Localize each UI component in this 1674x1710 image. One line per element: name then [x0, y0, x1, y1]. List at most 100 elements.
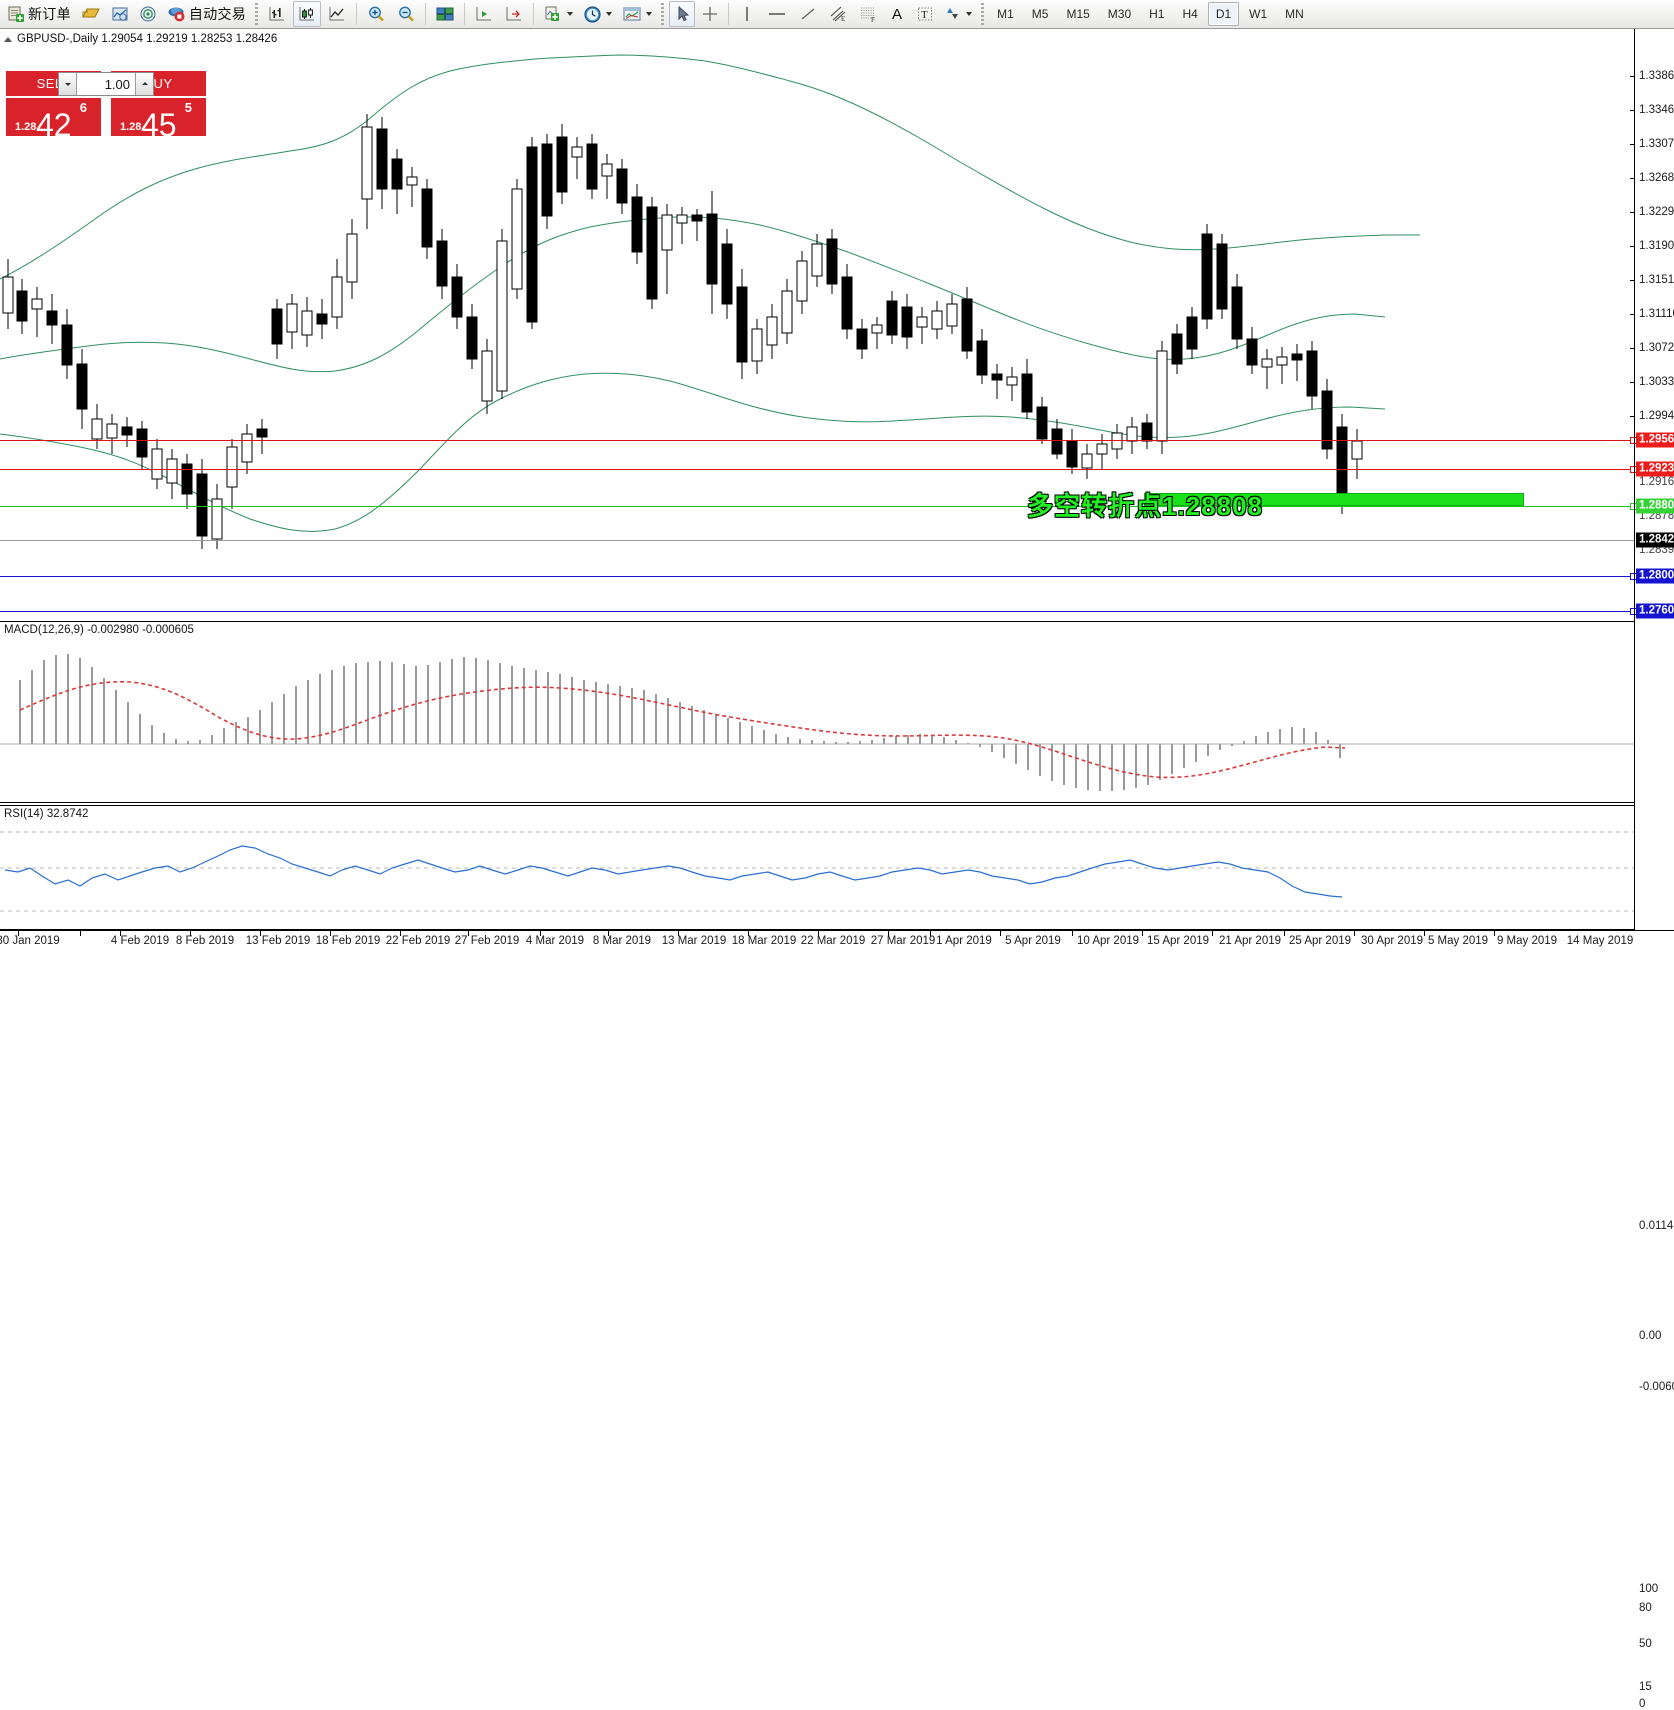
timeframe-d1[interactable]: D1 [1207, 2, 1240, 26]
timeframe-m5[interactable]: M5 [1031, 7, 1049, 21]
volume-value[interactable]: 1.00 [104, 76, 130, 92]
indicators-dropdown[interactable] [539, 1, 577, 27]
price-tick-label: 1.32680 [1639, 172, 1674, 184]
collapse-icon[interactable] [4, 36, 12, 42]
resistance-line-1[interactable] [0, 437, 1637, 444]
support-line-2[interactable] [0, 608, 1637, 615]
auto-scroll-icon [474, 4, 494, 24]
bar-chart-icon [267, 4, 287, 24]
chart-symbol-ohlc: GBPUSD-,Daily 1.29054 1.29219 1.28253 1.… [17, 33, 278, 45]
time-tick-label: 8 Mar 2019 [592, 935, 652, 947]
timeframe-mn[interactable]: MN [1285, 7, 1304, 21]
rsi-subwindow[interactable]: RSI(14) 32.8742 100 80 50 15 0 [0, 805, 1658, 1710]
macd-tick-label: 0.011465 [1639, 1220, 1674, 1232]
svg-text:F: F [871, 16, 875, 23]
signals-button[interactable] [135, 1, 161, 27]
time-tick-label: 18 Mar 2019 [731, 935, 797, 947]
auto-trading-button[interactable]: 自动交易 [163, 1, 250, 27]
macd-tick-label: 0.00 [1639, 1330, 1662, 1342]
rsi-tick-label: 80 [1639, 1602, 1652, 1614]
trendline-tool-button[interactable] [794, 1, 822, 27]
timeframe-m30[interactable]: M30 [1107, 7, 1132, 21]
buy-price-display[interactable]: 1.28 45 5 [111, 98, 206, 136]
one-click-trading-panel[interactable]: SELL BUY 1.00 1.28 42 6 1.28 45 [6, 71, 206, 136]
channel-icon: E [828, 5, 848, 23]
price-tick-label: 1.33070 [1639, 138, 1674, 150]
indicators-icon [543, 5, 563, 23]
time-tick-label: 30 Jan 2019 [0, 935, 60, 947]
auto-scroll-button[interactable] [470, 1, 498, 27]
toolbar-separator [728, 3, 730, 25]
time-tick-label: 5 Apr 2019 [1005, 935, 1061, 947]
timeframe-h1[interactable]: H1 [1149, 7, 1165, 21]
time-tick-label: 8 Feb 2019 [175, 935, 235, 947]
horizontal-line-tool-button[interactable] [762, 1, 792, 27]
profiles-button[interactable] [77, 1, 105, 27]
price-tick-label: 1.30330 [1639, 376, 1674, 388]
market-watch-button[interactable] [107, 1, 133, 27]
equidistant-channel-tool-button[interactable]: E [824, 1, 852, 27]
price-tag-resistance-2[interactable]: 1.29238 [1636, 461, 1674, 477]
pivot-zone-rectangle[interactable] [1144, 493, 1524, 506]
bollinger-middle-band [0, 216, 1386, 373]
macd-subwindow[interactable]: MACD(12,26,9) -0.002980 -0.000605 [0, 621, 1674, 1393]
zoom-in-button[interactable] [362, 1, 390, 27]
periods-dropdown[interactable] [579, 1, 616, 27]
crosshair-tool-button[interactable] [697, 1, 723, 27]
fibonacci-tool-button[interactable]: F [854, 1, 882, 27]
cursor-tool-button[interactable] [669, 1, 696, 27]
toolbar-separator [533, 3, 535, 25]
new-order-button[interactable]: 新订单 [3, 1, 75, 27]
resistance-line-2[interactable] [0, 466, 1637, 473]
price-pane[interactable] [0, 29, 1634, 574]
chart-shift-icon [504, 4, 524, 24]
time-tick-label: 1 Apr 2019 [936, 935, 992, 947]
text-label-tool-button[interactable]: A [884, 1, 910, 27]
macd-histogram [19, 654, 1341, 791]
auto-trading-icon [167, 5, 186, 23]
price-tag-current[interactable]: 1.28426 [1636, 532, 1674, 548]
time-axis[interactable]: 30 Jan 2019 4 Feb 2019 8 Feb 2019 13 Feb… [0, 930, 1674, 951]
zoom-in-icon [366, 4, 386, 24]
candlestick-chart-button[interactable] [293, 1, 322, 27]
timeframe-m15[interactable]: M15 [1066, 7, 1090, 21]
bar-chart-button[interactable] [263, 1, 291, 27]
volume-decrease-icon[interactable] [59, 73, 77, 95]
time-tick-label: 9 May 2019 [1496, 935, 1558, 947]
chart-shift-button[interactable] [500, 1, 528, 27]
zoom-out-button[interactable] [392, 1, 420, 27]
tile-windows-icon [435, 5, 455, 23]
sell-price-prefix: 1.28 [15, 121, 37, 133]
tile-windows-button[interactable] [431, 1, 459, 27]
sell-price-display[interactable]: 1.28 42 6 [6, 98, 101, 136]
timeframe-h4[interactable]: H4 [1182, 7, 1198, 21]
templates-dropdown[interactable] [618, 1, 656, 27]
main-toolbar: 新订单 [0, 0, 1674, 29]
text-object-tool-button[interactable]: T [912, 1, 938, 27]
pivot-line[interactable] [0, 503, 1637, 510]
volume-stepper[interactable]: 1.00 [58, 72, 154, 96]
volume-increase-icon[interactable] [135, 73, 153, 95]
vertical-line-tool-button[interactable] [734, 1, 760, 27]
chevron-down-icon [567, 12, 574, 16]
support-line-1[interactable] [0, 573, 1637, 580]
price-tag-pivot[interactable]: 1.28808 [1636, 498, 1674, 514]
octp-top-row: SELL BUY 1.00 [6, 71, 206, 97]
templates-icon [622, 5, 642, 23]
candlestick-series [2, 114, 1363, 549]
chart-area[interactable]: GBPUSD-,Daily 1.29054 1.29219 1.28253 1.… [0, 29, 1674, 1710]
toolbar-separator [464, 3, 466, 25]
timeframe-w1[interactable]: W1 [1249, 7, 1268, 21]
chart-annotation-text[interactable]: 多空转折点1.28808 [1027, 491, 1263, 521]
time-tick-label: 22 Feb 2019 [385, 935, 451, 947]
time-tick-label: 13 Feb 2019 [245, 935, 311, 947]
arrows-tool-button[interactable] [940, 1, 976, 27]
text-icon: A [891, 5, 903, 23]
rsi-label: RSI(14) 32.8742 [4, 808, 89, 820]
price-tag-support-2[interactable]: 1.27606 [1636, 603, 1674, 619]
timeframe-m1[interactable]: M1 [997, 7, 1014, 21]
time-tick-label: 18 Feb 2019 [315, 935, 381, 947]
line-chart-button[interactable] [323, 1, 351, 27]
